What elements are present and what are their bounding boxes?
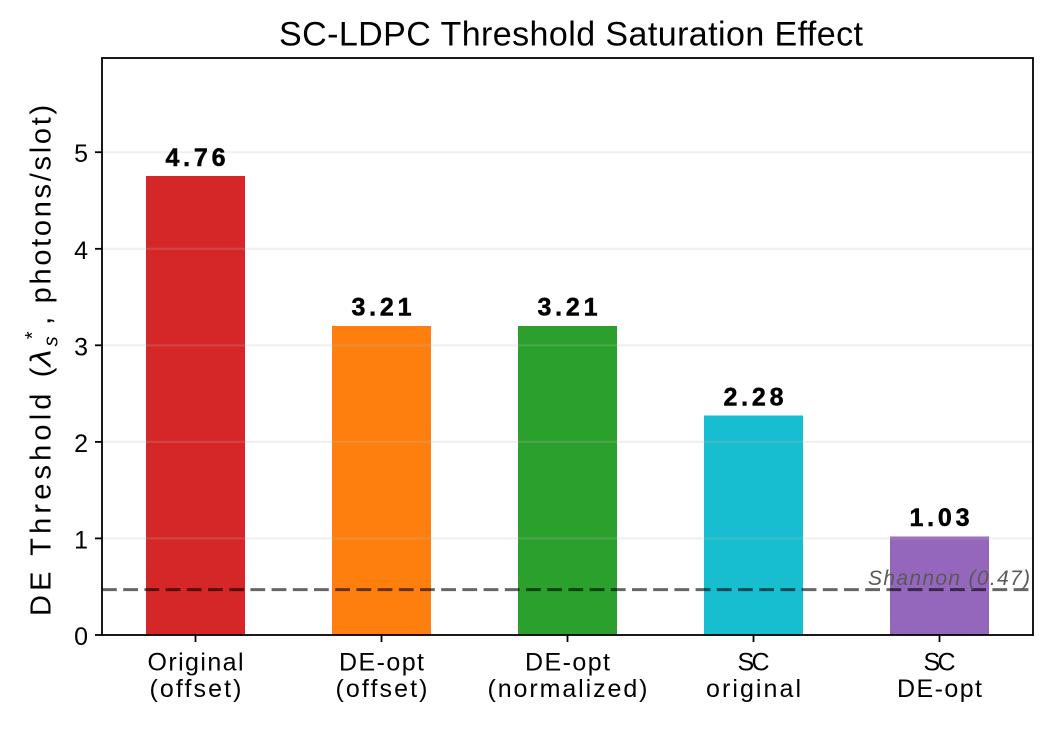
svg-text:1.03: 1.03 xyxy=(910,504,970,532)
svg-text:Shannon (0.47): Shannon (0.47) xyxy=(868,567,1030,590)
svg-text:5: 5 xyxy=(74,140,88,168)
svg-text:DE-opt: DE-opt xyxy=(525,649,610,677)
svg-text:DE-opt: DE-opt xyxy=(339,649,424,677)
svg-text:4: 4 xyxy=(74,237,88,265)
svg-text:original: original xyxy=(706,675,801,703)
svg-text:DE-opt: DE-opt xyxy=(897,675,982,703)
svg-text:DE Threshold (λs* , photons/sl: DE Threshold (λs* , photons/slot) xyxy=(22,102,63,616)
svg-text:3.21: 3.21 xyxy=(352,294,412,322)
svg-text:0: 0 xyxy=(74,623,88,651)
svg-text:Original: Original xyxy=(148,649,244,677)
svg-text:(offset): (offset) xyxy=(336,675,428,703)
svg-text:(normalized): (normalized) xyxy=(488,675,648,703)
svg-text:(offset): (offset) xyxy=(150,675,242,703)
svg-text:1: 1 xyxy=(74,526,88,554)
svg-text:2.28: 2.28 xyxy=(724,383,784,411)
svg-text:SC: SC xyxy=(738,649,770,677)
svg-text:3.21: 3.21 xyxy=(538,294,598,322)
svg-text:3: 3 xyxy=(74,333,88,361)
svg-text:SC: SC xyxy=(924,649,956,677)
svg-text:4.76: 4.76 xyxy=(166,144,226,172)
svg-text:2: 2 xyxy=(74,430,88,458)
svg-text:SC-LDPC Threshold Saturation E: SC-LDPC Threshold Saturation Effect xyxy=(279,15,864,53)
